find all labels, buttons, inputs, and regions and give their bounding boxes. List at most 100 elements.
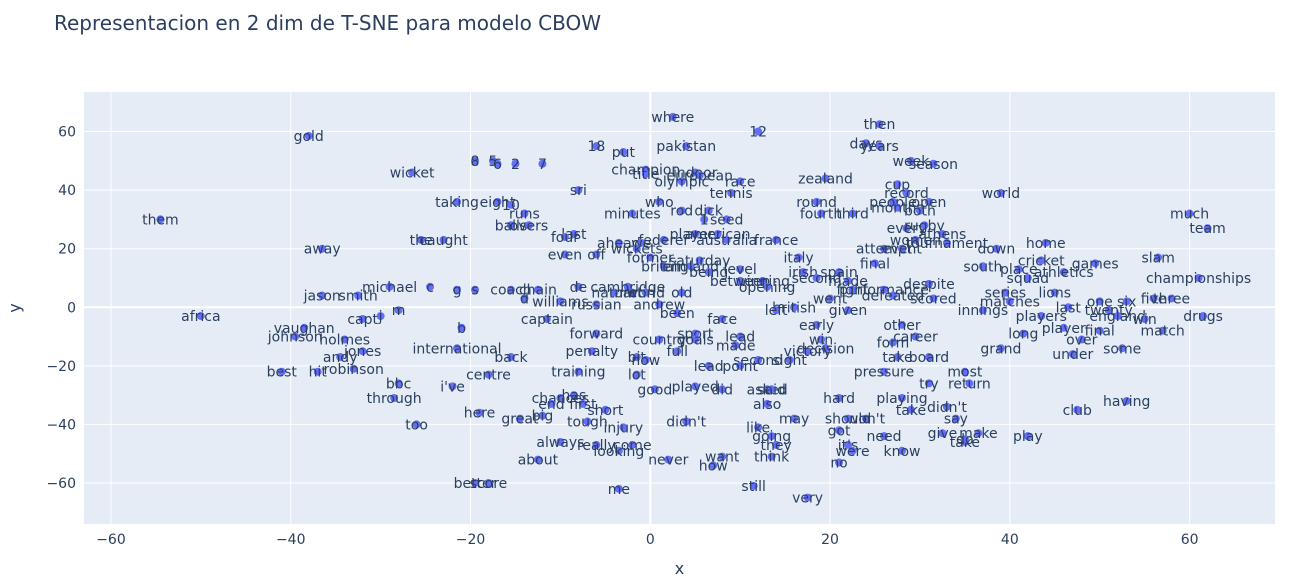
point-marker[interactable] <box>722 215 731 224</box>
data-point[interactable]: c <box>426 280 435 296</box>
data-point[interactable]: should <box>825 412 871 428</box>
data-point[interactable]: other <box>883 318 921 334</box>
point-marker[interactable] <box>888 338 897 347</box>
point-marker[interactable] <box>817 209 826 218</box>
point-marker[interactable] <box>471 156 480 165</box>
point-marker[interactable] <box>354 291 363 300</box>
data-point[interactable]: career <box>893 330 938 346</box>
data-point[interactable]: point <box>722 359 758 375</box>
data-point[interactable]: gold <box>294 129 324 145</box>
point-marker[interactable] <box>578 399 587 408</box>
data-point[interactable]: may <box>779 412 810 428</box>
point-marker[interactable] <box>659 262 668 271</box>
data-point[interactable]: drugs <box>1183 309 1223 325</box>
point-marker[interactable] <box>924 279 933 288</box>
data-point[interactable]: captain <box>521 312 573 328</box>
point-marker[interactable] <box>722 235 731 244</box>
data-point[interactable]: scored <box>910 291 957 307</box>
point-marker[interactable] <box>650 385 659 394</box>
point-marker[interactable] <box>938 230 947 239</box>
point-marker[interactable] <box>471 478 480 487</box>
point-marker[interactable] <box>1050 288 1059 297</box>
data-point[interactable]: made <box>716 338 756 354</box>
data-point[interactable]: under <box>1052 347 1093 363</box>
point-marker[interactable] <box>1001 288 1010 297</box>
point-marker[interactable] <box>673 309 682 318</box>
point-marker[interactable] <box>835 268 844 277</box>
point-marker[interactable] <box>920 221 929 230</box>
data-point[interactable]: british <box>772 300 816 316</box>
data-point[interactable]: g <box>453 283 462 299</box>
point-marker[interactable] <box>704 361 713 370</box>
data-point[interactable]: rod <box>670 204 693 220</box>
data-point[interactable]: people <box>869 195 916 211</box>
data-point[interactable]: level <box>724 262 757 278</box>
data-point[interactable]: every <box>887 221 927 237</box>
data-point[interactable]: rugby <box>904 218 945 234</box>
point-marker[interactable] <box>592 142 601 151</box>
data-point[interactable]: record <box>884 186 929 202</box>
point-marker[interactable] <box>506 221 515 230</box>
data-point[interactable]: too <box>405 417 428 433</box>
data-point[interactable]: down <box>977 242 1015 258</box>
point-marker[interactable] <box>718 314 727 323</box>
point-marker[interactable] <box>835 426 844 435</box>
point-marker[interactable] <box>493 197 502 206</box>
point-marker[interactable] <box>700 215 709 224</box>
data-point[interactable]: eight <box>480 195 516 211</box>
data-point[interactable]: final <box>860 256 890 272</box>
data-point[interactable]: some <box>1103 341 1141 357</box>
point-marker[interactable] <box>754 355 763 364</box>
point-marker[interactable] <box>336 353 345 362</box>
point-marker[interactable] <box>879 244 888 253</box>
point-marker[interactable] <box>731 341 740 350</box>
point-marker[interactable] <box>754 127 763 136</box>
point-marker[interactable] <box>614 484 623 493</box>
point-marker[interactable] <box>628 288 637 297</box>
data-point[interactable]: over <box>1066 332 1097 348</box>
point-marker[interactable] <box>924 197 933 206</box>
data-point[interactable]: 12 <box>749 125 767 141</box>
data-point[interactable]: even <box>548 248 582 264</box>
point-marker[interactable] <box>713 230 722 239</box>
data-point[interactable]: australia <box>696 233 757 249</box>
data-point[interactable]: like <box>746 420 770 436</box>
data-point[interactable]: sight <box>772 353 807 369</box>
point-marker[interactable] <box>1149 294 1158 303</box>
point-marker[interactable] <box>628 440 637 449</box>
data-point[interactable]: de <box>570 280 588 296</box>
point-marker[interactable] <box>1158 326 1167 335</box>
point-marker[interactable] <box>821 174 830 183</box>
data-point[interactable]: me <box>608 482 630 498</box>
data-point[interactable]: played <box>672 379 719 395</box>
point-marker[interactable] <box>641 355 650 364</box>
data-point[interactable]: how <box>699 458 728 474</box>
point-marker[interactable] <box>736 361 745 370</box>
data-point[interactable]: robinson <box>323 362 383 378</box>
point-marker[interactable] <box>560 250 569 259</box>
data-point[interactable]: most <box>947 365 982 381</box>
data-point[interactable]: best <box>267 365 298 381</box>
point-marker[interactable] <box>641 288 650 297</box>
data-point[interactable]: sri <box>570 183 587 199</box>
data-point[interactable]: bit <box>628 350 647 366</box>
point-marker[interactable] <box>875 142 884 151</box>
data-point[interactable]: games <box>1072 256 1119 272</box>
point-marker[interactable] <box>641 170 650 179</box>
data-point[interactable]: irish <box>788 265 818 281</box>
point-marker[interactable] <box>767 452 776 461</box>
data-point[interactable]: 2 <box>511 157 520 173</box>
data-point[interactable]: training <box>551 365 605 381</box>
point-marker[interactable] <box>902 189 911 198</box>
point-marker[interactable] <box>610 288 619 297</box>
data-point[interactable]: ahead <box>597 236 641 252</box>
point-marker[interactable] <box>978 306 987 315</box>
point-marker[interactable] <box>736 265 745 274</box>
data-point[interactable]: tennis <box>710 186 753 202</box>
data-point[interactable]: williams <box>532 294 589 310</box>
point-marker[interactable] <box>749 481 758 490</box>
point-marker[interactable] <box>727 189 736 198</box>
data-point[interactable]: players <box>1016 309 1067 325</box>
point-marker[interactable] <box>695 171 704 180</box>
point-marker[interactable] <box>875 120 884 129</box>
